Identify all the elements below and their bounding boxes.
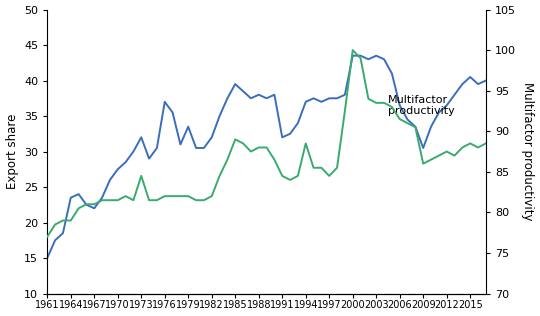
Text: Multifactor
productivity: Multifactor productivity [388, 94, 455, 116]
Y-axis label: Export share: Export share [5, 114, 18, 189]
Y-axis label: Multifactor productivity: Multifactor productivity [522, 82, 535, 221]
